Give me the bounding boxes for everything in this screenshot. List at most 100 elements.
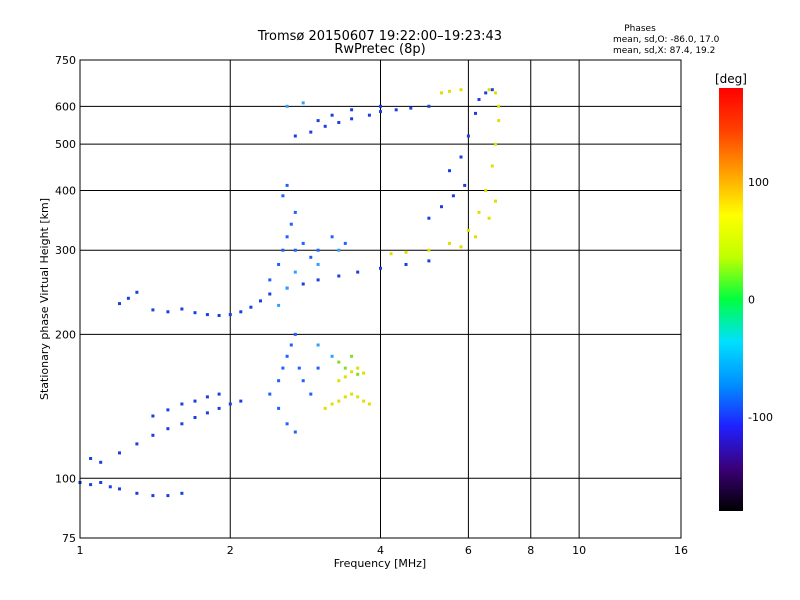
data-point — [289, 222, 293, 226]
data-point — [205, 313, 209, 317]
data-point — [459, 88, 463, 92]
data-point — [277, 379, 281, 383]
data-point — [459, 155, 463, 159]
data-point — [451, 194, 455, 198]
data-point — [309, 255, 313, 259]
data-point — [316, 119, 320, 123]
data-point — [281, 248, 285, 252]
data-point — [356, 372, 360, 376]
data-point — [389, 252, 393, 256]
data-point — [268, 278, 272, 282]
data-point — [487, 216, 491, 220]
data-point — [151, 308, 155, 312]
data-point — [205, 411, 209, 415]
phases-x-stats: mean, sd,X: 87.4, 19.2 — [613, 46, 715, 56]
data-point — [228, 313, 232, 317]
data-point — [285, 104, 289, 108]
y-tick-label: 500 — [55, 138, 76, 151]
data-point — [281, 366, 285, 370]
data-point — [404, 250, 408, 254]
colorbar-tick-label: 100 — [748, 176, 769, 189]
data-point — [151, 494, 155, 498]
data-point — [268, 392, 272, 396]
data-point — [297, 366, 301, 370]
y-tick-label: 200 — [55, 328, 76, 341]
data-point — [477, 98, 481, 101]
data-point — [89, 457, 93, 460]
data-point — [362, 399, 366, 403]
data-point — [404, 263, 408, 266]
data-point — [99, 460, 103, 464]
chart-subtitle: RwPretec (8p) — [334, 42, 425, 57]
data-point — [108, 485, 112, 489]
x-tick-label: 2 — [227, 544, 234, 557]
data-point — [394, 108, 398, 112]
x-tick-label: 6 — [465, 544, 472, 557]
data-point — [427, 248, 431, 252]
data-point — [151, 414, 155, 418]
data-point — [362, 371, 366, 375]
data-point — [474, 111, 477, 115]
data-point — [309, 392, 313, 396]
data-point — [239, 399, 243, 403]
data-point — [180, 491, 184, 495]
data-point — [316, 278, 320, 282]
chart-title: Tromsø 20150607 19:22:00–19:23:43 — [257, 29, 502, 44]
data-point — [166, 494, 170, 498]
data-point — [193, 399, 197, 403]
data-point — [217, 314, 221, 317]
phases-title: Phases — [624, 24, 656, 34]
data-point — [463, 183, 467, 187]
data-point — [337, 274, 341, 278]
data-point — [277, 303, 281, 307]
data-point — [228, 402, 232, 406]
y-tick-label: 400 — [55, 184, 76, 197]
data-point — [330, 235, 334, 239]
data-point — [337, 379, 341, 383]
data-point — [239, 310, 243, 314]
y-tick-label: 300 — [55, 244, 76, 257]
data-point — [301, 379, 305, 383]
data-point — [316, 248, 320, 252]
data-point — [409, 106, 413, 110]
data-point — [497, 104, 501, 108]
data-point — [277, 263, 281, 266]
data-point — [89, 483, 93, 487]
plot-frame — [79, 59, 682, 539]
y-tick-label: 750 — [55, 54, 76, 67]
y-tick-label: 600 — [55, 100, 76, 113]
data-point — [379, 110, 382, 114]
grid-lines — [80, 60, 681, 538]
data-point — [118, 487, 121, 491]
data-point — [259, 299, 262, 303]
data-point — [497, 119, 501, 123]
data-point — [118, 451, 121, 455]
data-point — [205, 395, 209, 399]
data-point — [316, 366, 320, 370]
data-point — [217, 406, 221, 410]
y-axis-label: Stationary phase Virtual Height [km] — [38, 198, 51, 400]
data-point — [330, 354, 334, 358]
data-point — [301, 282, 305, 286]
data-point — [350, 392, 354, 396]
data-point — [285, 183, 289, 187]
data-point — [135, 442, 139, 446]
data-point — [217, 392, 221, 396]
data-point — [135, 491, 139, 495]
data-point — [356, 366, 360, 370]
data-point — [440, 91, 443, 95]
x-axis-label: Frequency [MHz] — [334, 557, 426, 570]
data-point — [316, 343, 320, 347]
data-point — [356, 395, 360, 399]
data-point — [135, 290, 139, 294]
data-point — [448, 241, 451, 245]
y-tick-label: 75 — [62, 532, 76, 545]
data-point — [474, 235, 477, 239]
data-point — [490, 88, 494, 92]
data-point — [466, 228, 470, 232]
data-point — [487, 88, 491, 92]
data-point — [180, 307, 184, 311]
data-point — [289, 343, 293, 347]
data-point — [126, 296, 130, 300]
data-point — [285, 422, 289, 426]
